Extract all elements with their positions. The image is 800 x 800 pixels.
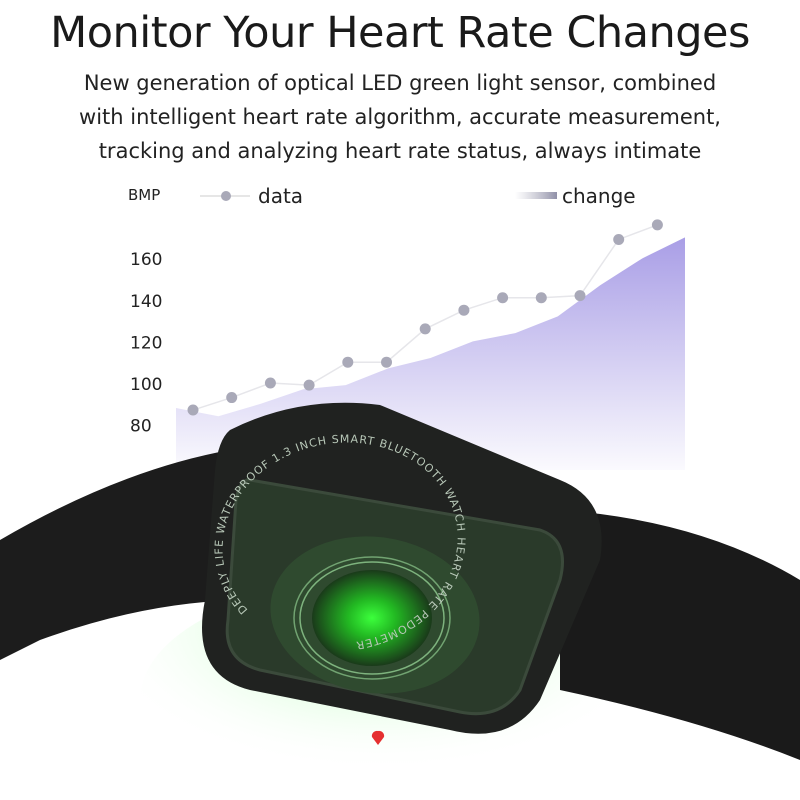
legend-data-label: data [258,184,303,208]
subtitle-line: with intelligent heart rate algorithm, a… [79,105,721,129]
sensor-ring [299,561,445,675]
subtitle-line: tracking and analyzing heart rate status… [98,139,702,163]
data-point [226,392,238,404]
strap-right [560,510,800,760]
sensor-ring [293,556,451,680]
data-point [303,379,315,391]
y-axis-label: BMP [128,186,160,204]
data-point [497,292,509,304]
data-point [574,290,586,302]
heart-rate-sensor [312,570,432,666]
data-point [187,404,199,416]
y-tick-label: 80 [130,417,152,437]
y-tick-label: 120 [130,333,162,353]
page-title: Monitor Your Heart Rate Changes [50,8,750,58]
y-tick-label: 140 [130,292,162,312]
y-tick-label: 100 [130,375,162,395]
subtitle: New generation of optical LED green ligh… [0,66,800,168]
data-point [535,292,547,304]
data-point [458,304,470,316]
data-point [651,219,663,231]
data-point [381,356,392,368]
legend-marker [221,191,231,201]
legend-change-label: change [562,184,636,208]
y-tick-label: 160 [130,250,162,270]
data-point [419,323,431,335]
legend-area-swatch [515,192,557,199]
subtitle-line: New generation of optical LED green ligh… [83,71,717,95]
strap-left [0,450,250,660]
data-point [613,233,625,245]
heart-icon [371,730,385,745]
data-point [264,377,276,389]
data-point [342,356,354,368]
